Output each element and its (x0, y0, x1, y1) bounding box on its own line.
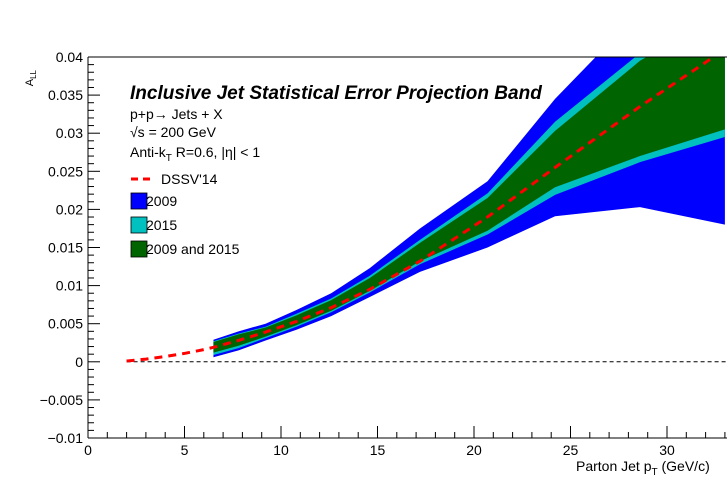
x-tick-label: 0 (84, 442, 92, 458)
legend-swatch-combined (130, 240, 148, 258)
annotation-process: p+p→ Jets + X (130, 106, 223, 122)
curves (126, 57, 727, 363)
band-2009 (213, 57, 725, 358)
axis-tick-labels: −0.01 −0.005 0 0.005 0.01 0.015 0.02 0.025 0.03 0… (40, 49, 675, 458)
x-tick-label: 30 (659, 442, 675, 458)
x-tick-label: 5 (181, 442, 189, 458)
band-2009-and-2015 (213, 57, 725, 353)
legend-label-2009: 2009 (146, 193, 177, 209)
y-tick-label: 0.035 (48, 87, 83, 103)
axis-ticks (87, 56, 726, 439)
legend-swatch-2009 (130, 192, 148, 210)
y-tick-label: 0.005 (48, 316, 83, 332)
y-tick-label: 0.02 (56, 201, 83, 217)
dssv-curve (126, 57, 717, 363)
error-bands (213, 57, 725, 358)
annotation-jet-algo: Anti-kT R=0.6, |η| < 1 (130, 144, 260, 164)
x-tick-label: 10 (273, 442, 289, 458)
legend-label-2015: 2015 (146, 217, 177, 233)
x-tick-label: 20 (466, 442, 482, 458)
y-axis-label: ALL (24, 69, 38, 86)
legend-label-dssv: DSSV'14 (161, 171, 218, 187)
y-tick-label: 0.03 (56, 125, 83, 141)
y-tick-label: 0.025 (48, 163, 83, 179)
y-tick-label: 0 (75, 354, 83, 370)
y-tick-label: 0.01 (56, 278, 83, 294)
x-tick-label: 25 (563, 442, 579, 458)
y-tick-label: −0.01 (48, 430, 84, 446)
y-tick-label: −0.005 (40, 392, 83, 408)
legend-swatch-2015 (130, 216, 148, 234)
y-tick-label: 0.015 (48, 240, 83, 256)
legend-label-combined: 2009 and 2015 (146, 241, 240, 257)
legend: DSSV'14 2009 2015 2009 and 2015 (130, 171, 240, 258)
annotation-energy: √s = 200 GeV (130, 124, 217, 140)
y-tick-label: 0.04 (56, 49, 83, 65)
x-axis-label: Parton Jet pT (GeV/c) (576, 458, 710, 477)
chart-title: Inclusive Jet Statistical Error Projecti… (130, 83, 542, 104)
x-tick-label: 15 (370, 442, 386, 458)
